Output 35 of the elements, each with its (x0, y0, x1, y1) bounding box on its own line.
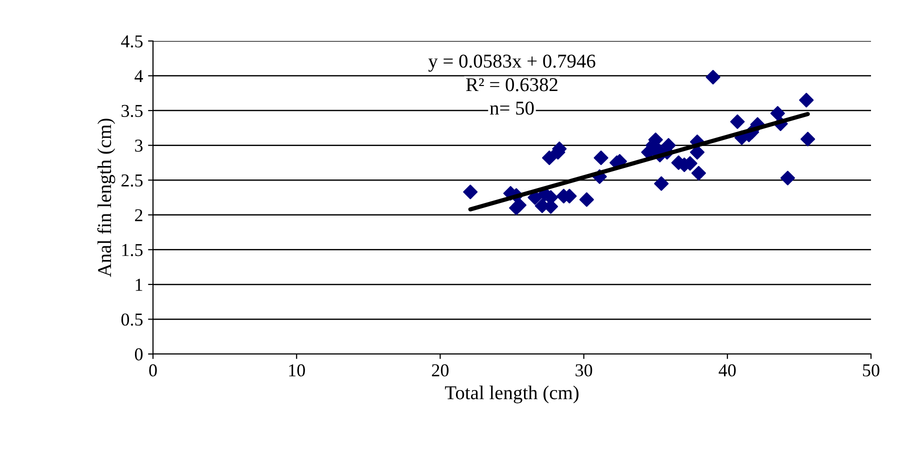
point (512, 198, 526, 212)
y-tick-label: 1 (136, 278, 142, 291)
y-tick-label: 3 (135, 140, 143, 152)
point (594, 150, 608, 166)
y-tick-label: 2 (135, 209, 142, 222)
y-tick-label: 3.5 (122, 104, 143, 118)
y-tick-label: 1.5 (122, 244, 143, 256)
annotation: R² = 0.6382 (466, 78, 558, 92)
x-axis-title: Total length (cm) (445, 386, 578, 404)
x-tick-label: 10 (289, 364, 305, 376)
y-tick-label: 4 (134, 70, 143, 82)
x-tick-label: 0 (149, 364, 157, 376)
point (579, 192, 594, 207)
point (654, 176, 669, 191)
x-tick-label: 40 (718, 364, 736, 376)
y-axis-title: Anal fin length (cm) (97, 118, 116, 277)
x-tick-label: 50 (863, 364, 880, 376)
annotation: n= 50 (490, 102, 534, 115)
point (780, 170, 795, 186)
point (799, 92, 814, 108)
point (690, 145, 705, 160)
y-tick-label: 2.5 (122, 174, 143, 187)
point (770, 106, 785, 121)
x-tick-label: 30 (576, 364, 592, 376)
point (730, 114, 745, 129)
point (542, 150, 557, 166)
annotation: y = 0.0583x + 0.7946 (428, 54, 596, 72)
y-tick-label: 0.5 (121, 313, 143, 326)
y-tick-label: 0 (134, 348, 143, 360)
point (800, 132, 816, 146)
point (706, 70, 720, 84)
x-tick-label: 20 (432, 364, 449, 376)
point (691, 166, 706, 180)
y-tick-label: 4.5 (121, 35, 143, 48)
point (463, 184, 478, 200)
